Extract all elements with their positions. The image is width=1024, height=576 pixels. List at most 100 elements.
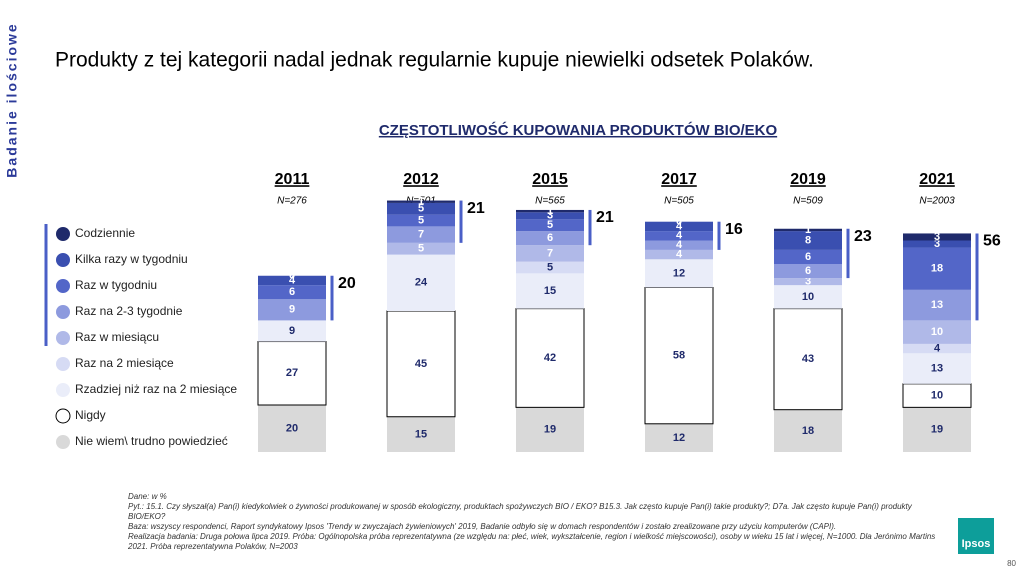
legend-label: Nigdy	[75, 408, 106, 422]
value-label: 1	[418, 196, 424, 208]
bracket-label: 21	[467, 200, 485, 217]
value-label: 7	[418, 229, 424, 241]
legend-label: Kilka razy w tygodniu	[75, 252, 188, 266]
value-label: 4	[676, 220, 683, 232]
value-label: 8	[805, 234, 811, 246]
bar-segment	[516, 407, 584, 452]
value-label: 3	[547, 210, 553, 222]
value-label: 4	[289, 274, 296, 286]
year-label: 2021	[919, 171, 955, 188]
value-label: 12	[673, 432, 685, 444]
value-label: 5	[547, 219, 553, 231]
bar-segment	[516, 231, 584, 246]
value-label: 0	[676, 216, 682, 228]
bracket-label: 23	[854, 228, 872, 245]
year-label: 2019	[790, 171, 826, 188]
value-label: 6	[805, 251, 811, 263]
value-label: 4	[676, 249, 683, 261]
value-label: 18	[802, 425, 814, 437]
bar-segment	[258, 275, 326, 286]
bar-segment	[774, 228, 842, 232]
logo: Ipsos	[962, 538, 991, 550]
legend-marker	[56, 305, 70, 319]
year-label: 2011	[275, 171, 310, 188]
bracket-label: 21	[596, 209, 614, 226]
bar-segment	[903, 353, 971, 384]
bar-segment	[387, 202, 455, 215]
bar-segment	[903, 247, 971, 290]
value-label: 10	[931, 326, 943, 338]
value-label: 20	[286, 422, 298, 434]
bar-segment	[903, 407, 971, 452]
value-label: 10	[802, 291, 814, 303]
legend-label: Raz na 2 miesiące	[75, 356, 174, 370]
bar-segment	[516, 209, 584, 213]
value-label: 6	[805, 265, 811, 277]
footnote: Pyt.: 15.1. Czy słyszał(a) Pan(i) kiedyk…	[128, 502, 912, 521]
value-label: 58	[673, 350, 685, 362]
legend-label: Raz w tygodniu	[75, 278, 157, 292]
bar-segment	[645, 249, 713, 260]
chart-title: CZĘSTOTLIWOŚĆ KUPOWANIA PRODUKTÓW BIO/EK…	[379, 121, 778, 139]
bar-segment	[387, 226, 455, 243]
value-label: 13	[931, 362, 943, 374]
value-label: 10	[931, 390, 943, 402]
bar-segment	[645, 221, 713, 232]
bar-segment	[645, 231, 713, 241]
bar-segment	[258, 299, 326, 321]
value-label: 42	[544, 352, 556, 364]
bar-segment	[903, 320, 971, 344]
value-label: 27	[286, 367, 298, 379]
n-label: N=509	[793, 196, 823, 207]
value-label: 4	[676, 230, 683, 242]
bar-segment	[903, 289, 971, 321]
year-label: 2012	[403, 171, 439, 188]
legend-label: Codziennie	[75, 226, 135, 240]
side-label: Badanie ilościowe	[4, 22, 20, 177]
bracket-label: 56	[983, 233, 1001, 250]
n-label: N=505	[664, 196, 694, 207]
footnote: Dane: w %	[128, 492, 167, 501]
value-label: 15	[544, 285, 556, 297]
value-label: 5	[418, 214, 424, 226]
bar-segment	[903, 233, 971, 241]
bar-segment	[258, 405, 326, 452]
value-label: 3	[934, 231, 940, 243]
legend-marker	[56, 253, 70, 267]
bar-segment	[774, 264, 842, 279]
bar-segment	[903, 240, 971, 248]
footnote: Baza: wszyscy respondenci, Raport syndyk…	[128, 522, 837, 531]
legend-marker	[56, 279, 70, 293]
legend-label: Rzadziej niż raz na 2 miesiące	[75, 382, 237, 396]
year-label: 2017	[661, 171, 697, 188]
legend-label: Raz w miesiącu	[75, 330, 159, 344]
bar-segment	[257, 341, 327, 406]
n-label: N=2003	[919, 196, 955, 207]
bar-segment	[387, 214, 455, 227]
value-label: 0	[289, 270, 295, 282]
bar-segment	[644, 287, 714, 425]
n-label: N=565	[535, 196, 565, 207]
bracket-label: 16	[725, 221, 743, 238]
value-label: 18	[931, 263, 943, 275]
value-label: 5	[547, 261, 553, 273]
bar-segment	[645, 423, 713, 452]
value-label: 19	[544, 424, 556, 436]
value-label: 4	[934, 343, 941, 355]
bar-segment	[258, 320, 326, 342]
bar-segment	[515, 308, 585, 408]
bar-segment	[774, 231, 842, 250]
value-label: 9	[289, 304, 295, 316]
legend-label: Raz na 2-3 tygodnie	[75, 304, 183, 318]
bar-segment	[258, 285, 326, 300]
bar-segment	[774, 278, 842, 286]
value-label: 24	[415, 277, 428, 289]
year-label: 2015	[532, 171, 568, 188]
value-label: 4	[676, 239, 683, 251]
bar-segment	[774, 409, 842, 452]
legend-marker	[56, 357, 70, 371]
footnote: Realizacja badania: Druga połowa lipca 2…	[128, 532, 936, 551]
bar-segment	[774, 249, 842, 264]
